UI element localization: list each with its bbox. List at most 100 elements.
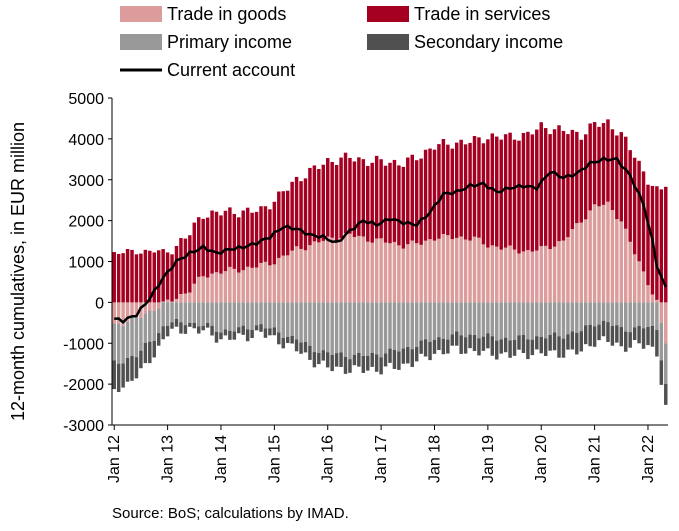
bar-trade-in-goods — [472, 236, 477, 303]
bar-trade-in-goods — [517, 253, 521, 303]
legend-swatch-trade-in-services — [367, 6, 409, 22]
bar-primary-income — [414, 302, 419, 347]
bar-trade-in-services — [183, 238, 188, 294]
bar-primary-income — [130, 316, 134, 356]
bar-trade-in-goods — [410, 240, 414, 303]
bar-trade-in-goods — [348, 233, 352, 303]
bar-secondary-income — [121, 363, 125, 388]
bar-trade-in-goods — [588, 210, 592, 303]
bar-trade-in-goods — [321, 240, 326, 303]
bar-primary-income — [330, 302, 334, 355]
bar-trade-in-goods — [232, 268, 237, 303]
bar-primary-income — [268, 302, 272, 329]
bar-primary-income — [521, 302, 526, 335]
bar-primary-income — [156, 308, 161, 334]
bar-secondary-income — [112, 360, 116, 390]
bar-secondary-income — [179, 322, 183, 334]
bar-secondary-income — [659, 360, 664, 385]
bar-secondary-income — [664, 384, 668, 405]
bar-trade-in-services — [423, 149, 428, 241]
bar-trade-in-services — [299, 181, 303, 249]
bar-secondary-income — [552, 332, 557, 351]
bar-secondary-income — [575, 332, 579, 355]
bar-trade-in-goods — [134, 302, 139, 318]
bar-trade-in-services — [477, 137, 481, 238]
bar-trade-in-services — [223, 210, 228, 272]
bar-secondary-income — [223, 329, 228, 336]
x-tick-label: Jan 15 — [266, 435, 283, 483]
bar-primary-income — [508, 302, 512, 341]
bar-trade-in-goods — [143, 302, 148, 314]
bar-trade-in-goods — [566, 237, 570, 303]
bar-secondary-income — [343, 356, 348, 374]
bar-trade-in-services — [392, 159, 397, 242]
bar-trade-in-goods — [219, 273, 223, 303]
bar-secondary-income — [228, 330, 232, 340]
bar-trade-in-goods — [423, 240, 428, 303]
bar-secondary-income — [410, 349, 414, 367]
bar-trade-in-services — [526, 131, 530, 250]
bar-trade-in-services — [517, 140, 521, 254]
bar-trade-in-services — [512, 139, 517, 250]
bar-secondary-income — [232, 331, 237, 340]
bar-trade-in-services — [321, 164, 326, 241]
bar-trade-in-services — [165, 252, 170, 300]
bar-secondary-income — [490, 336, 495, 356]
bar-trade-in-services — [521, 133, 526, 252]
bar-secondary-income — [655, 330, 659, 357]
bar-primary-income — [624, 302, 628, 332]
bar-primary-income — [454, 302, 459, 332]
bar-primary-income — [361, 302, 366, 356]
bar-secondary-income — [521, 334, 526, 354]
bar-primary-income — [543, 302, 548, 339]
bar-trade-in-goods — [263, 261, 268, 303]
bar-trade-in-goods — [205, 277, 210, 303]
bar-trade-in-services — [148, 250, 152, 303]
bar-primary-income — [637, 302, 641, 326]
chart-svg: Trade in goods Trade in services Primary i… — [8, 4, 668, 483]
bar-trade-in-services — [325, 158, 330, 237]
bar-trade-in-services — [281, 191, 285, 256]
bar-trade-in-goods — [419, 244, 423, 303]
bar-trade-in-goods — [357, 235, 361, 303]
bar-secondary-income — [294, 339, 299, 352]
bar-trade-in-goods — [294, 246, 299, 303]
bar-secondary-income — [481, 336, 486, 351]
bar-trade-in-services — [632, 157, 637, 255]
bar-trade-in-services — [543, 128, 548, 246]
bar-trade-in-services — [659, 189, 664, 303]
bar-primary-income — [570, 302, 575, 332]
x-tick-label: Jan 18 — [426, 435, 443, 483]
bar-trade-in-goods — [312, 241, 317, 303]
bar-secondary-income — [468, 334, 472, 349]
x-tick-label: Jan 22 — [640, 435, 657, 483]
legend: Trade in goods Trade in services Primary i… — [120, 4, 563, 80]
bar-trade-in-goods — [601, 204, 606, 303]
bar-secondary-income — [517, 335, 521, 350]
bar-secondary-income — [450, 334, 455, 346]
bar-trade-in-services — [388, 162, 392, 244]
bar-trade-in-services — [357, 157, 361, 236]
bar-secondary-income — [321, 350, 326, 361]
bar-secondary-income — [370, 352, 374, 367]
bar-primary-income — [272, 302, 277, 328]
bar-primary-income — [490, 302, 495, 337]
bar-primary-income — [174, 302, 179, 319]
bar-trade-in-services — [481, 143, 486, 245]
bar-trade-in-goods — [165, 299, 170, 303]
bar-secondary-income — [366, 355, 370, 371]
bar-secondary-income — [566, 334, 570, 350]
bar-primary-income — [303, 302, 308, 342]
bar-trade-in-services — [459, 139, 463, 237]
bar-secondary-income — [277, 332, 281, 345]
bar-trade-in-goods — [397, 245, 401, 303]
bar-trade-in-services — [575, 131, 579, 224]
bar-primary-income — [348, 302, 352, 360]
bar-trade-in-services — [112, 252, 116, 303]
bar-secondary-income — [619, 327, 624, 347]
bar-secondary-income — [459, 335, 463, 354]
bar-primary-income — [477, 302, 481, 339]
bar-trade-in-goods — [170, 301, 174, 303]
bar-trade-in-services — [290, 181, 294, 251]
bar-trade-in-goods — [432, 240, 437, 303]
